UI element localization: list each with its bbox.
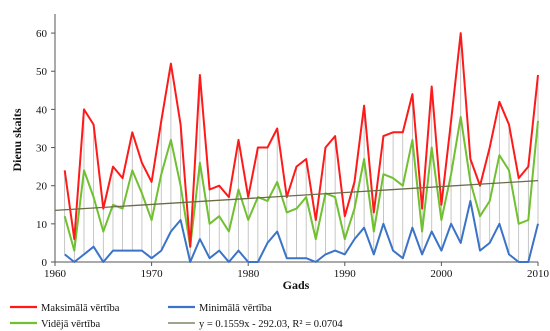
x-tick-label: 1960 — [44, 268, 67, 280]
legend-item-avg: Vidējā vērtība — [10, 319, 100, 330]
x-tick-label: 2010 — [527, 268, 550, 280]
x-tick-label: 1970 — [141, 268, 164, 280]
y-tick-label: 20 — [36, 181, 48, 193]
trend-line — [54, 179, 539, 212]
x-tick-label: 1990 — [334, 268, 357, 280]
legend-label-trend: y = 0.1559x - 292.03, R² = 0.0704 — [199, 319, 343, 330]
legend-item-max: Maksimālā vērtība — [10, 303, 120, 314]
y-tick-label: 50 — [36, 66, 48, 78]
x-tick-label: 1980 — [237, 268, 260, 280]
legend-label-avg: Vidējā vērtība — [41, 319, 100, 330]
y-tick-label: 0 — [42, 257, 48, 269]
legend-item-trend: y = 0.1559x - 292.03, R² = 0.0704 — [168, 319, 343, 330]
series-line-max — [63, 32, 539, 248]
legend-item-min: Minimālā vērtība — [168, 303, 272, 314]
x-axis-title: Gads — [283, 278, 310, 292]
y-axis-title: Dienu skaits — [10, 108, 24, 171]
x-axis-ticks: 1960 1970 1980 1990 2000 2010 — [44, 262, 550, 280]
series-line-avg — [63, 116, 539, 252]
y-tick-label: 40 — [36, 104, 48, 116]
series-lines — [63, 32, 539, 263]
legend-label-min: Minimālā vērtība — [199, 303, 272, 314]
y-tick-label: 10 — [36, 219, 48, 231]
y-tick-label: 30 — [36, 143, 48, 155]
y-tick-label: 60 — [36, 28, 48, 40]
legend: Maksimālā vērtība Minimālā vērtība Vidēj… — [10, 303, 343, 330]
drop-lines — [64, 33, 539, 262]
x-tick-label: 2000 — [430, 268, 453, 280]
y-axis-ticks: 0 10 20 30 40 50 60 — [36, 28, 55, 269]
legend-label-max: Maksimālā vērtība — [41, 303, 120, 314]
series-line-min — [64, 200, 539, 263]
